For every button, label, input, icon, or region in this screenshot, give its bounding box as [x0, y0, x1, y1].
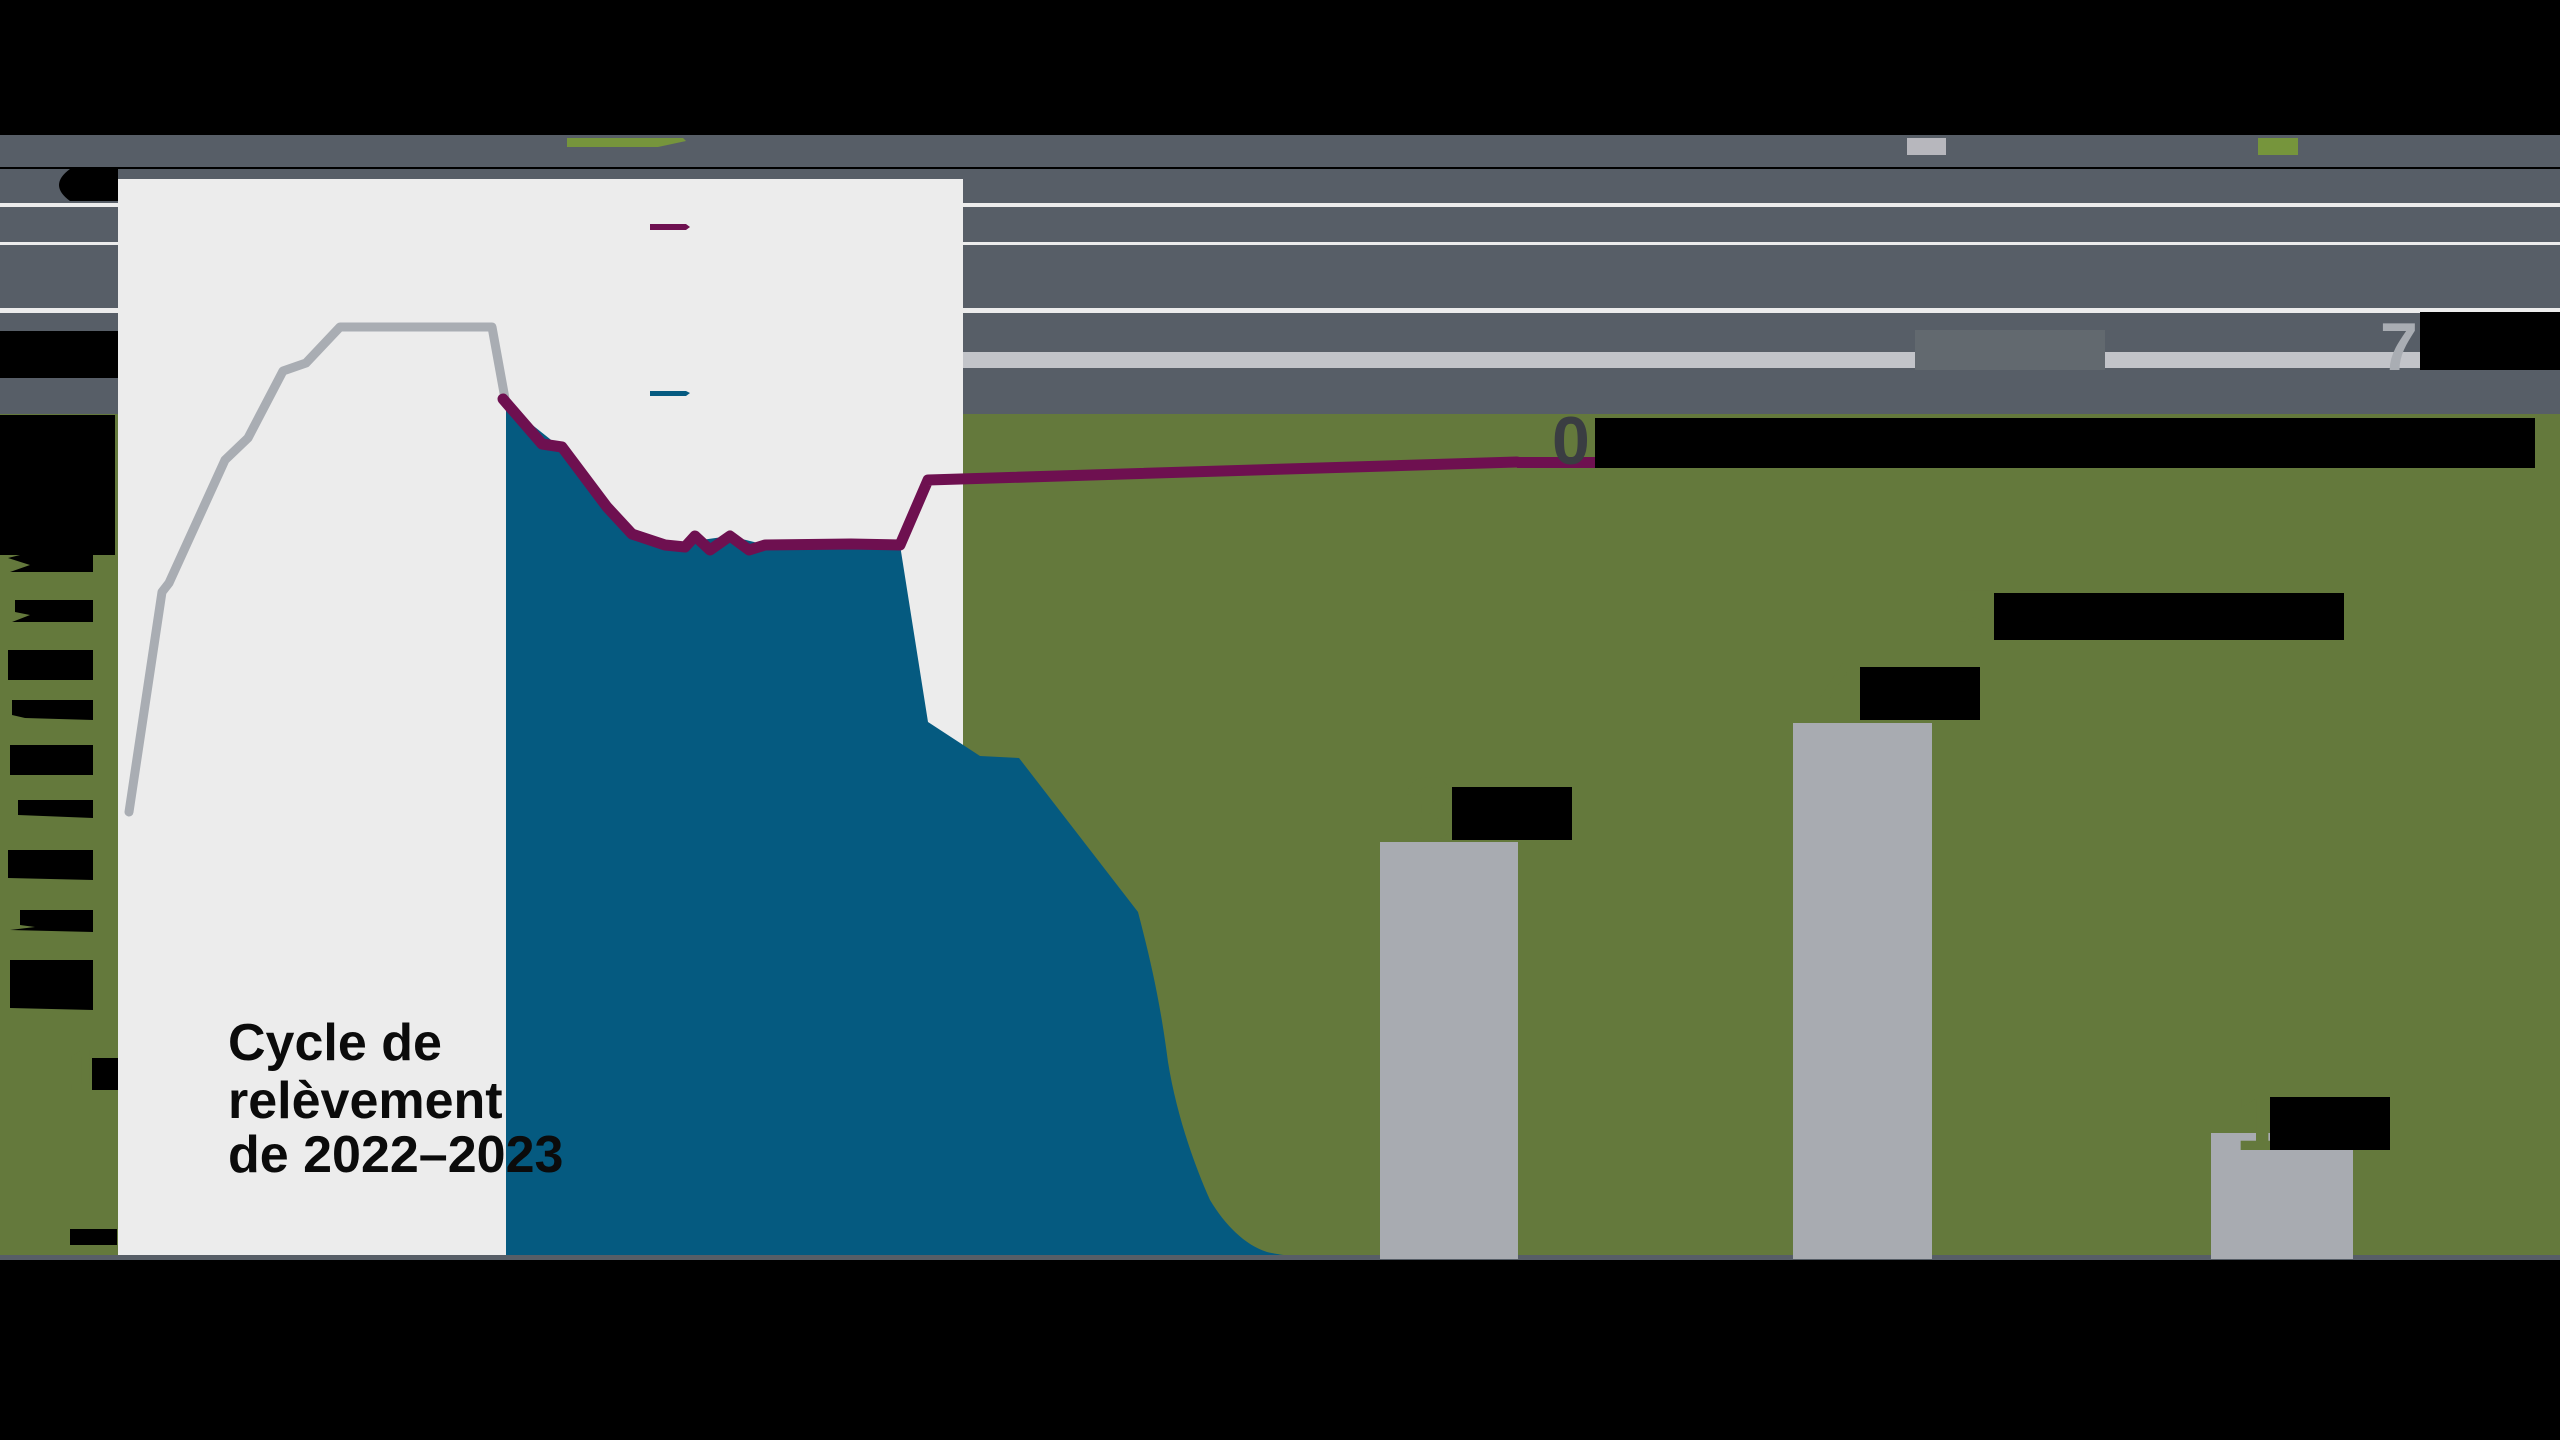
svg-text:0: 0	[1552, 403, 1590, 479]
svg-text:3: 3	[1404, 760, 1454, 860]
svg-text:4: 4	[1817, 642, 1867, 742]
svg-text:7: 7	[2380, 309, 2418, 385]
svg-text:de 2022–2023: de 2022–2023	[228, 1126, 563, 1184]
svg-text:Cycle de: Cycle de	[228, 1014, 442, 1072]
svg-text:relèvement: relèvement	[228, 1072, 503, 1130]
svg-text:5: 5	[1952, 573, 1997, 662]
